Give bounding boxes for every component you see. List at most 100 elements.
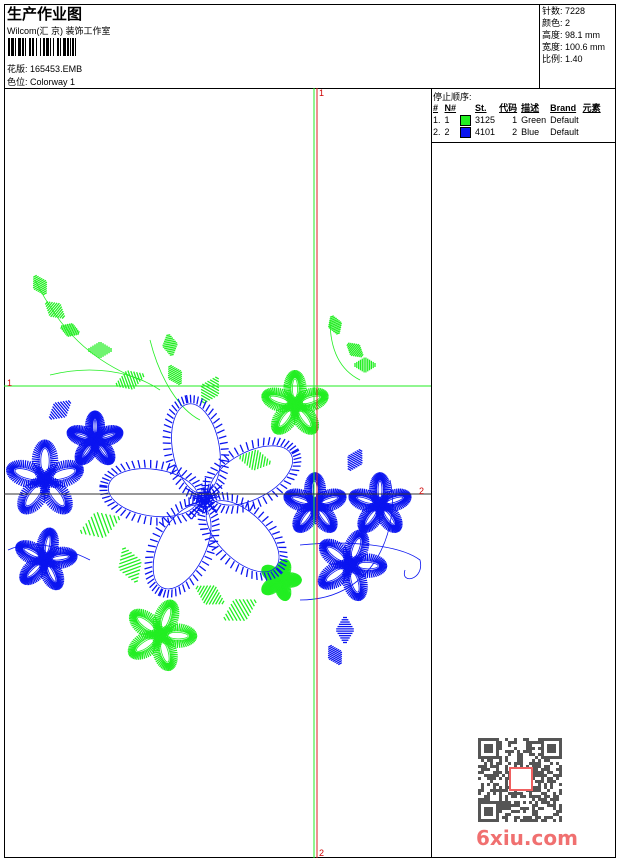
blue-flower-petal — [354, 565, 359, 573]
blue-flower-petal — [375, 514, 384, 517]
blue-flower-petal — [342, 573, 351, 578]
blue-flower-petal — [304, 504, 309, 513]
blue-flower-petal — [284, 498, 293, 503]
green-flower-petal — [310, 387, 313, 396]
green-flower-petal — [288, 418, 297, 424]
green-flower-petal — [319, 397, 329, 401]
blue-flower-petal — [363, 503, 367, 512]
blue-flower-petal — [95, 431, 103, 437]
green-flower-petal — [150, 631, 154, 640]
blue-flower-petal — [59, 486, 67, 493]
blue-flower-petal — [321, 570, 330, 576]
blue-flower-petal — [329, 524, 336, 532]
blue-flower-main-petal — [164, 418, 173, 424]
blue-flower-petal — [303, 503, 307, 513]
green-flower-petal — [290, 416, 299, 420]
blue-flower-main-petal — [252, 501, 256, 510]
blue-flower-main-center — [204, 486, 212, 501]
green-flower-petal — [301, 390, 308, 398]
blue-flower-petal — [26, 540, 29, 549]
green-leaf — [119, 561, 142, 572]
blue-flower-petal — [39, 567, 48, 571]
blue-flower-petal — [364, 489, 368, 498]
blue-flower-petal — [321, 503, 325, 512]
stats-divider — [539, 4, 540, 88]
blue-flower-petal — [31, 575, 35, 584]
blue-flower-petal — [56, 504, 60, 513]
blue-flower-main-petal — [207, 541, 216, 546]
green-leaf — [333, 328, 341, 333]
green-leaf — [100, 512, 110, 534]
blue-flower-petal — [70, 476, 77, 483]
table-row: 1. 1 3125 1 Green Default — [433, 115, 579, 127]
blue-leaf — [347, 465, 354, 470]
green-flower-petal — [170, 601, 176, 609]
blue-flower-main-petal — [207, 471, 216, 476]
panel-divider — [431, 88, 432, 858]
blue-flower-petal — [63, 495, 72, 499]
blue-flower-petal — [15, 550, 25, 553]
blue-flower-petal — [34, 544, 41, 552]
blue-flower-petal — [104, 444, 112, 451]
blue-flower-petal — [304, 485, 313, 489]
blue-flower-petal — [368, 569, 371, 578]
blue-flower-petal — [38, 536, 46, 542]
blue-flower-petal — [100, 438, 104, 447]
green-flower-petal — [127, 649, 136, 654]
green-leaf — [205, 586, 217, 605]
blue-flower-petal — [293, 517, 302, 521]
blue-flower-petal — [16, 550, 25, 555]
blue-flower-petal — [360, 524, 367, 533]
blue-flower-petal — [327, 538, 331, 547]
blue-flower-petal — [21, 506, 27, 514]
green-leaf — [164, 345, 177, 350]
blue-flower-petal — [27, 577, 31, 586]
blue-flower-petal — [75, 464, 83, 470]
green-flower-petal — [275, 403, 280, 412]
green-flower-petal — [188, 635, 198, 639]
green-leaf — [46, 301, 53, 310]
blue-flower-main-petal — [275, 567, 283, 575]
blue-flower-main-petal — [223, 454, 230, 462]
blue-flower-main-petal — [161, 517, 165, 526]
blue-flower-petal — [359, 585, 368, 588]
blue-flower-petal — [48, 448, 57, 454]
blue-flower-petal — [357, 554, 363, 563]
green-flower-petal — [301, 402, 304, 411]
blue-flower-main-petal — [279, 554, 288, 558]
green-flower-petal — [295, 395, 304, 401]
green-flower-petal-outline — [278, 410, 292, 427]
blue-flower-main-center — [188, 499, 206, 516]
blue-flower-petal — [39, 440, 44, 449]
green-flower-petal — [170, 602, 177, 610]
blue-flower-petal — [333, 580, 338, 589]
blue-flower-petal — [60, 506, 64, 515]
blue-flower-petal — [371, 569, 375, 578]
blue-flower-petal — [63, 505, 70, 513]
stamp-seal — [509, 767, 533, 791]
blue-flower-main-petal — [147, 578, 155, 585]
blue-flower-petal — [106, 450, 115, 454]
blue-flower-petal — [369, 504, 374, 513]
green-leaf — [168, 371, 183, 381]
blue-flower-petal — [45, 439, 49, 449]
blue-flower-petal — [400, 499, 409, 505]
blue-flower-petal — [353, 592, 357, 601]
blue-flower-petal — [327, 513, 336, 518]
blue-flower-petal — [36, 557, 41, 566]
blue-flower-petal — [340, 547, 348, 554]
green-leaf — [358, 352, 364, 358]
blue-flower-petal — [295, 524, 302, 533]
green-flower-petal — [187, 637, 196, 643]
blue-flower-petal — [64, 502, 73, 508]
green-flower-petal — [295, 420, 303, 426]
blue-flower-main-petal — [144, 566, 153, 570]
blue-flower-petal — [402, 498, 411, 503]
blue-leaf — [328, 651, 343, 661]
blue-flower-petal — [37, 540, 46, 545]
blue-flower-petal — [91, 446, 100, 449]
blue-flower-petal — [54, 569, 63, 574]
blue-leaf — [327, 646, 336, 653]
blue-flower-petal — [45, 498, 53, 505]
green-flower-petal — [148, 646, 156, 654]
